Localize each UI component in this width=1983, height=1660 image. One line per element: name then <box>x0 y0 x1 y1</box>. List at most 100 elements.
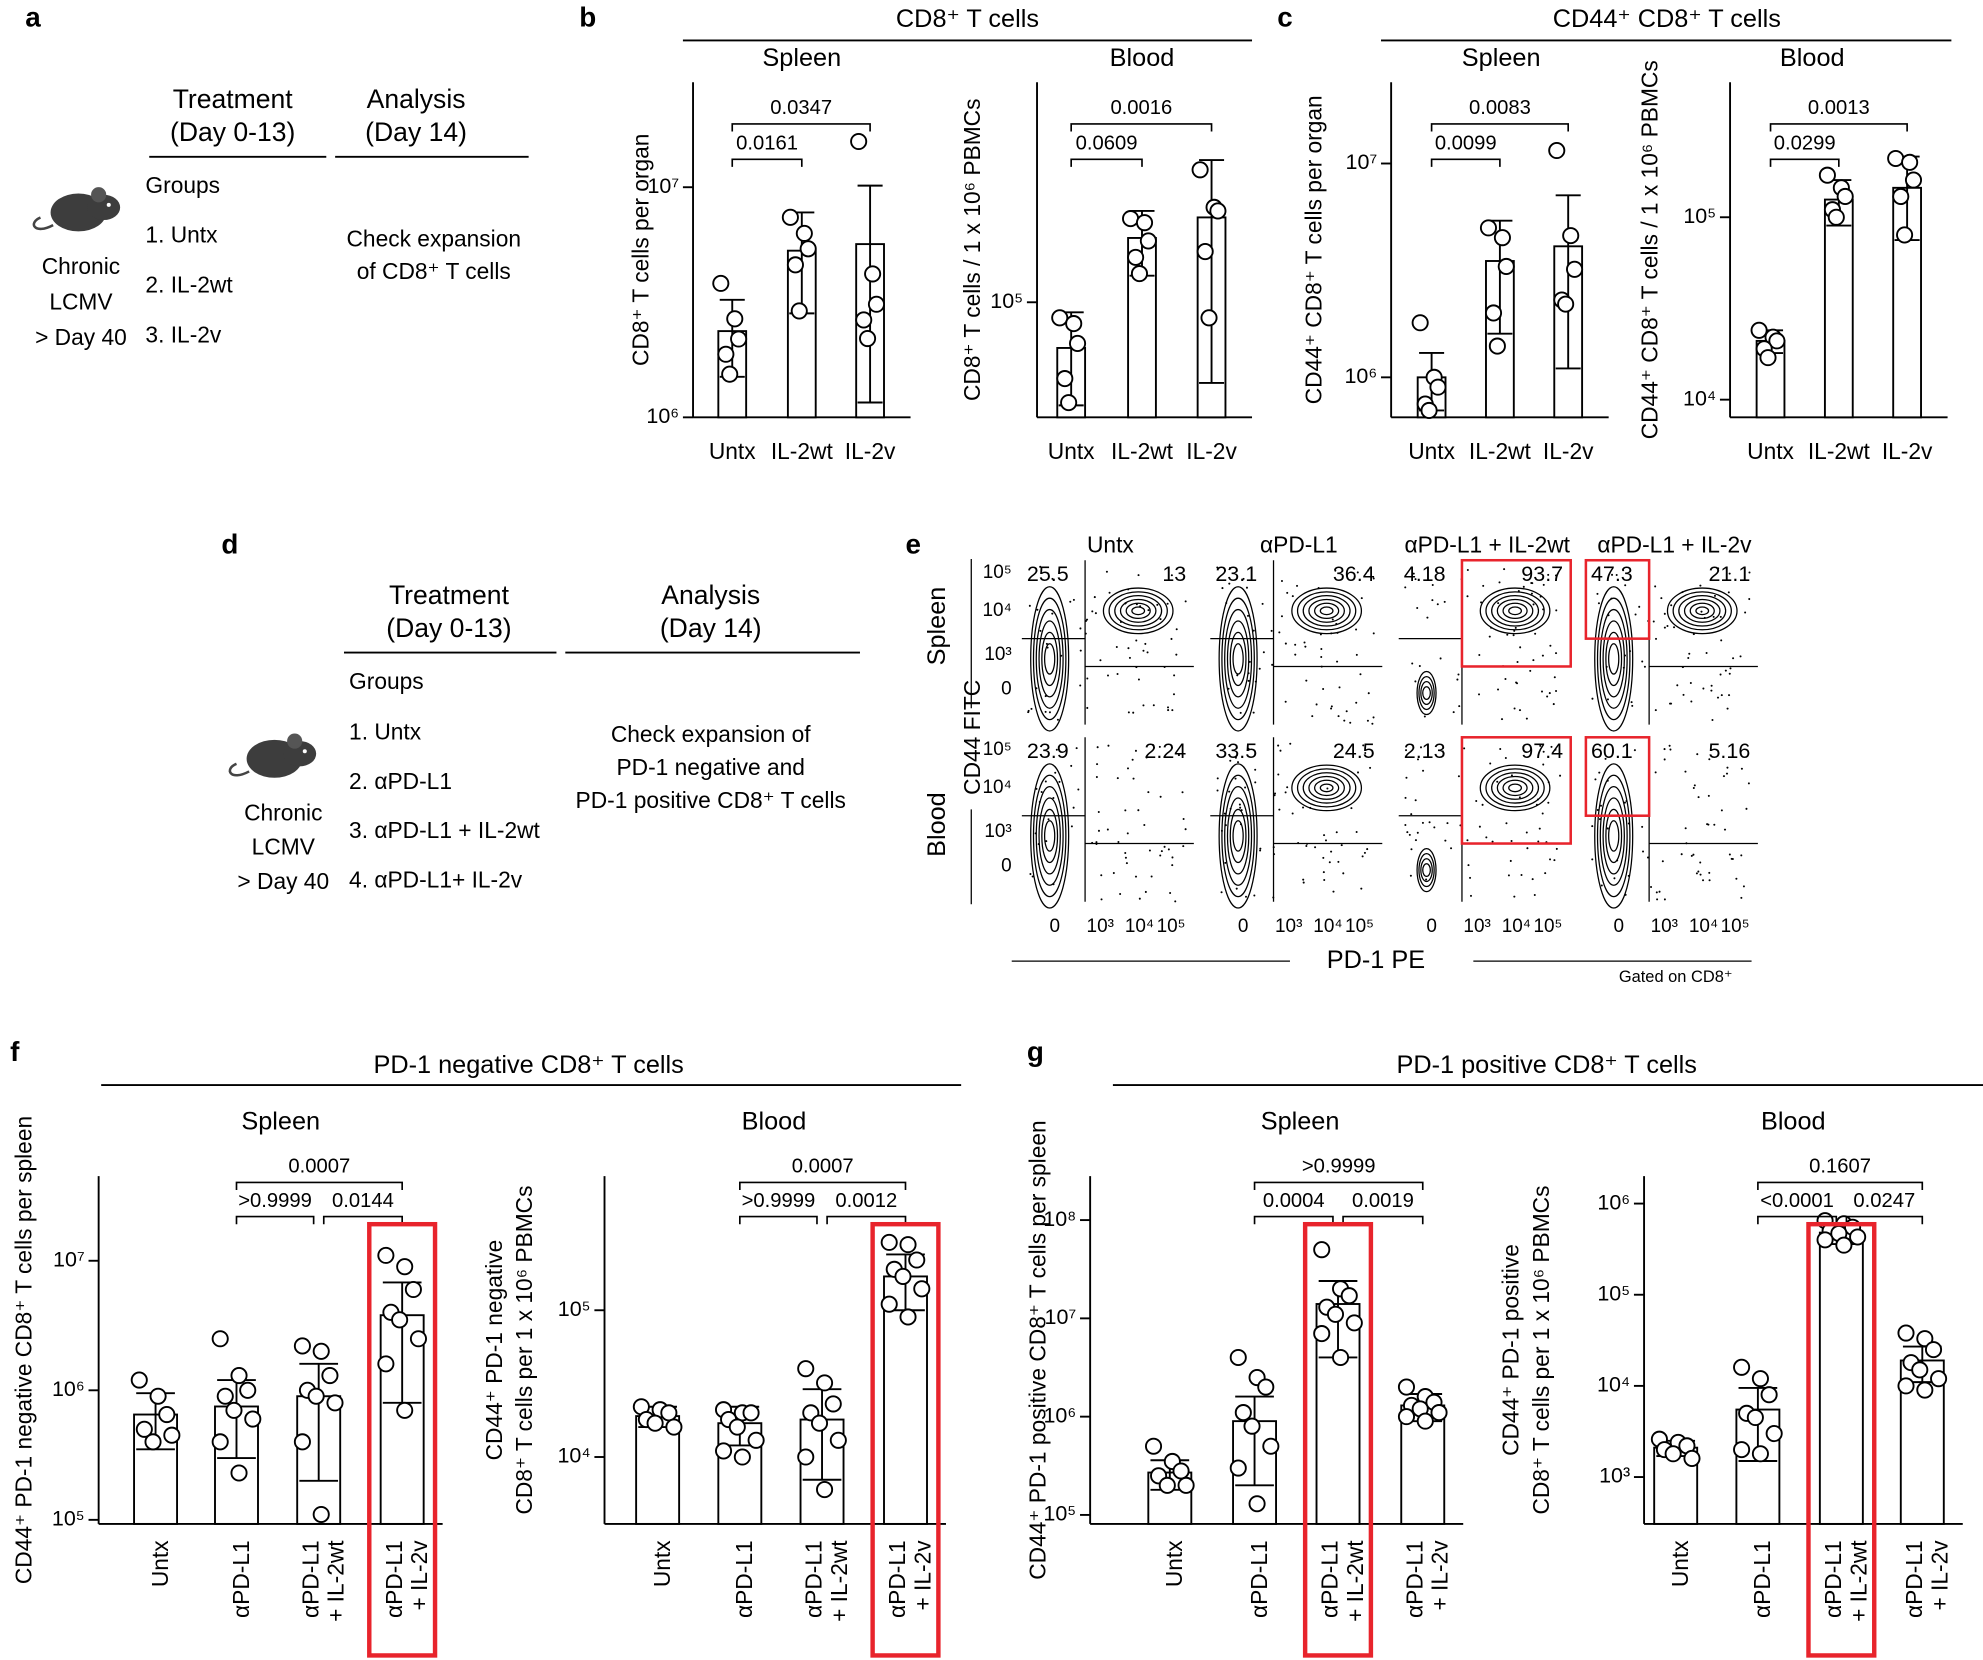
event-dot <box>1700 610 1703 613</box>
data-point <box>1209 202 1227 220</box>
data-point <box>1896 226 1914 244</box>
event-dot <box>1335 831 1338 834</box>
label: 1. Untx <box>349 719 422 745</box>
event-dot <box>1552 703 1555 706</box>
event-dot <box>1337 860 1340 863</box>
event-dot <box>1547 801 1550 804</box>
contour <box>1030 586 1070 732</box>
chart-subtitle: Spleen <box>1462 44 1541 72</box>
contour <box>1313 779 1340 797</box>
significance-bracket <box>739 1215 818 1225</box>
mouse-tail <box>32 216 54 231</box>
contour <box>1229 808 1247 864</box>
event-dot <box>1242 577 1245 580</box>
contour <box>1599 785 1628 886</box>
event-dot <box>1719 615 1722 618</box>
event-dot <box>1072 598 1075 601</box>
flow-tick: 10³ <box>1463 916 1490 937</box>
contour <box>1496 775 1534 800</box>
event-dot <box>1431 599 1434 602</box>
y-tick-label: 10⁵ <box>1683 204 1716 228</box>
event-dot <box>1320 656 1323 659</box>
event-dot <box>1294 643 1297 646</box>
event-dot <box>1052 796 1055 799</box>
event-dot <box>1504 757 1507 760</box>
data-point <box>899 1236 917 1254</box>
event-dot <box>1135 639 1138 642</box>
event-dot <box>1051 577 1054 580</box>
event-dot <box>1553 859 1556 862</box>
label: Check expansion <box>347 225 522 251</box>
event-dot <box>1274 792 1277 795</box>
event-dot <box>1488 635 1491 638</box>
event-dot <box>1350 807 1353 810</box>
event-dot <box>1497 602 1500 605</box>
event-dot <box>1259 849 1262 852</box>
error-bar <box>857 184 883 404</box>
label: LCMV <box>49 289 113 315</box>
data-point <box>130 1371 148 1389</box>
flow-plot <box>1216 742 1372 909</box>
event-dot <box>1070 825 1073 828</box>
flow-tick: 10⁵ <box>983 562 1012 583</box>
event-dot <box>1171 856 1174 859</box>
gate-highlight <box>1584 736 1651 817</box>
event-dot <box>1450 847 1453 850</box>
event-dot <box>1158 745 1161 748</box>
data-point <box>712 274 730 292</box>
quadrant-percent: 97.4 <box>1521 739 1563 763</box>
event-dot <box>1428 821 1431 824</box>
event-dot <box>1631 704 1634 707</box>
contour <box>1030 763 1070 909</box>
data-point <box>733 1448 751 1466</box>
event-dot <box>1115 645 1118 649</box>
contour <box>1485 591 1545 631</box>
event-dot <box>1682 693 1685 696</box>
contour <box>1596 597 1631 721</box>
data-point <box>1827 208 1845 226</box>
y-axis-title: CD8⁺ T cells per 1 x 10⁶ PBMCs <box>511 1186 537 1515</box>
flow-tick: 10⁵ <box>1533 916 1562 937</box>
event-dot <box>1643 665 1646 668</box>
flow-tick: 10³ <box>984 821 1011 842</box>
label: PD-1 positive CD8⁺ T cells <box>576 787 846 813</box>
data-point <box>293 1433 311 1451</box>
data-point <box>1548 141 1566 160</box>
event-dot <box>1137 574 1140 577</box>
data-point <box>1484 304 1503 322</box>
event-dot <box>1270 629 1273 632</box>
event-dot <box>1079 649 1082 652</box>
flow-plot <box>1591 744 1750 909</box>
event-dot <box>1513 895 1516 898</box>
event-dot <box>1452 711 1455 714</box>
contour <box>1422 686 1431 700</box>
x-tick-label: αPD-L1 <box>801 1540 827 1618</box>
error-bar <box>1555 194 1581 370</box>
event-dot <box>1097 810 1100 813</box>
data-point <box>1768 332 1786 350</box>
event-dot <box>1360 887 1363 890</box>
event-dot <box>1646 856 1649 859</box>
event-dot <box>1291 812 1294 815</box>
panel-letter: a <box>25 1 41 32</box>
event-dot <box>1623 801 1626 804</box>
y-tick-label: 10³ <box>1599 1464 1630 1488</box>
event-dot <box>1296 584 1299 587</box>
event-dot <box>1534 632 1537 635</box>
quadrant-percent: 24.5 <box>1333 739 1375 763</box>
event-dot <box>1127 647 1130 650</box>
event-dot <box>1096 763 1099 766</box>
event-dot <box>1498 581 1501 584</box>
contour <box>1114 595 1163 627</box>
panel-letter: f <box>10 1036 20 1067</box>
group-highlight <box>367 1221 438 1658</box>
event-dot <box>1634 613 1637 616</box>
event-dot <box>1221 587 1224 590</box>
x-tick-label: Untx <box>1161 1540 1187 1587</box>
event-dot <box>1220 891 1223 894</box>
event-dot <box>1132 777 1135 780</box>
event-dot <box>1254 781 1257 784</box>
data-point <box>1234 1404 1252 1422</box>
significance-bracket <box>1342 1215 1424 1225</box>
event-dot <box>1126 767 1130 770</box>
